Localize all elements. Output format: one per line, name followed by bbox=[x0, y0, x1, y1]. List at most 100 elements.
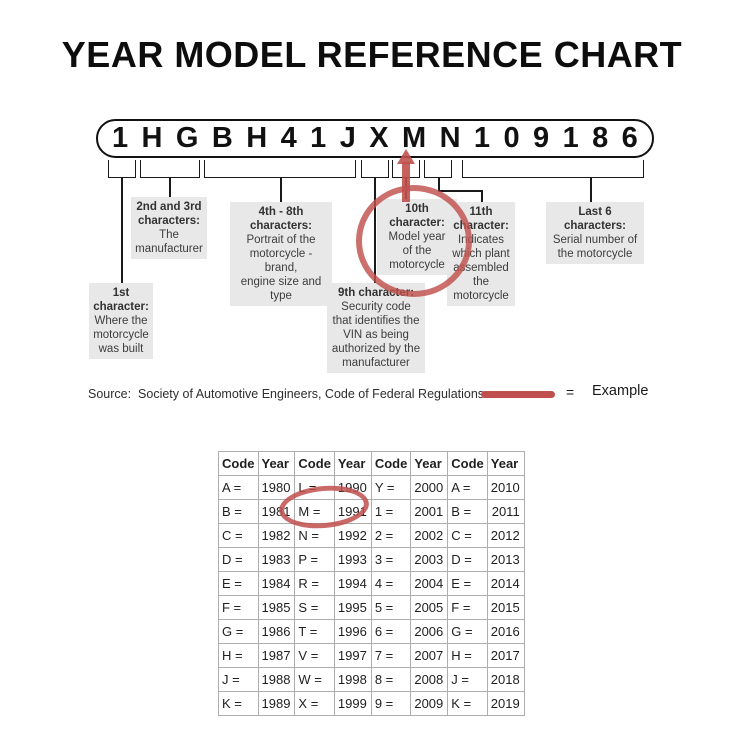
year-cell: 2018 bbox=[486, 667, 525, 692]
year-cell: 1980 bbox=[257, 475, 296, 500]
callout-body: Portrait of the motorcycle - brand, engi… bbox=[240, 234, 322, 302]
code-cell: 3 = bbox=[370, 547, 412, 572]
year-cell: 1981 bbox=[257, 499, 296, 524]
vin-character: 4 bbox=[280, 122, 297, 154]
table-header-cell: Year bbox=[410, 451, 449, 476]
year-cell: 1994 bbox=[333, 571, 372, 596]
year-cell: 1993 bbox=[333, 547, 372, 572]
year-cell: 2005 bbox=[410, 595, 449, 620]
callout-body: The manufacturer bbox=[135, 229, 203, 255]
callout-body: Where the motorcycle was built bbox=[93, 315, 149, 355]
callout-body: Indicates which plant assembled the moto… bbox=[452, 234, 510, 302]
table-row: B = 1981 M = 1991 1 = 2001 B = 2011 bbox=[218, 499, 525, 524]
code-cell: 7 = bbox=[370, 643, 412, 668]
vin-bracket-2nd-3rd bbox=[140, 160, 200, 178]
connector-4th-8th bbox=[280, 177, 282, 202]
code-cell: F = bbox=[447, 595, 488, 620]
vin-bracket-last-6 bbox=[462, 160, 644, 178]
code-cell: R = bbox=[294, 571, 335, 596]
code-cell: 2 = bbox=[370, 523, 412, 548]
table-header-cell: Code bbox=[294, 451, 335, 476]
vin-character: J bbox=[339, 122, 356, 154]
callout-4th-8th-characters: 4th - 8th characters: Portrait of the mo… bbox=[230, 202, 332, 306]
code-cell: E = bbox=[218, 571, 259, 596]
code-cell: D = bbox=[218, 547, 259, 572]
vin-character: 1 bbox=[112, 122, 129, 154]
year-cell: 1992 bbox=[333, 523, 372, 548]
code-cell: B = bbox=[218, 499, 259, 524]
code-cell: L = bbox=[294, 475, 335, 500]
year-cell: 1984 bbox=[257, 571, 296, 596]
code-cell: 1 = bbox=[370, 499, 412, 524]
legend-example-line-icon bbox=[481, 391, 555, 398]
vin-bracket-4th-8th bbox=[204, 160, 356, 178]
vin-bracket-1st bbox=[108, 160, 136, 178]
year-code-table-body: A = 1980 L = 1990 Y = 2000 A = 2010 B = 1981 M = 19… bbox=[218, 475, 525, 716]
year-code-table: Code Year Code Year Code Year Code Year A = 1980… bbox=[218, 451, 525, 716]
vin-bracket-11th bbox=[424, 160, 452, 178]
table-header-cell: Code bbox=[218, 451, 259, 476]
callout-heading: 1st character: bbox=[93, 287, 149, 313]
code-cell: 5 = bbox=[370, 595, 412, 620]
year-cell: 2010 bbox=[486, 475, 525, 500]
table-row: E = 1984 R = 1994 4 = 2004 E = 2014 bbox=[218, 571, 525, 596]
year-cell: 2019 bbox=[486, 691, 525, 716]
vin-character: 1 bbox=[473, 122, 491, 154]
vin-character: N bbox=[439, 122, 461, 154]
year-cell: 1988 bbox=[257, 667, 296, 692]
year-cell: 2011 bbox=[486, 499, 525, 524]
vin-character: H bbox=[141, 122, 163, 154]
year-cell: 2008 bbox=[410, 667, 449, 692]
code-cell: C = bbox=[218, 523, 259, 548]
year-cell: 1996 bbox=[333, 619, 372, 644]
year-cell: 2017 bbox=[486, 643, 525, 668]
year-cell: 1982 bbox=[257, 523, 296, 548]
connector-last-6 bbox=[590, 177, 592, 202]
code-cell: P = bbox=[294, 547, 335, 572]
callout-2nd-3rd-characters: 2nd and 3rd characters: The manufacturer bbox=[131, 197, 207, 259]
table-row: D = 1983 P = 1993 3 = 2003 D = 2013 bbox=[218, 547, 525, 572]
vin-character: 6 bbox=[621, 122, 638, 154]
example-arrow-icon bbox=[397, 149, 415, 164]
year-cell: 1986 bbox=[257, 619, 296, 644]
table-row: C = 1982 N = 1992 2 = 2002 C = 2012 bbox=[218, 523, 525, 548]
callout-body: Security code that identifies the VIN as… bbox=[331, 301, 421, 369]
code-cell: V = bbox=[294, 643, 335, 668]
callout-heading: 4th - 8th characters: bbox=[249, 206, 312, 232]
callout-body: Serial number of the motorcycle bbox=[552, 234, 638, 260]
year-cell: 2004 bbox=[410, 571, 449, 596]
vin-character: 1 bbox=[310, 122, 327, 154]
table-row: H = 1987 V = 1997 7 = 2007 H = 2017 bbox=[218, 643, 525, 668]
year-cell: 2012 bbox=[486, 523, 525, 548]
code-cell: S = bbox=[294, 595, 335, 620]
year-cell: 1995 bbox=[333, 595, 372, 620]
legend-example-label: Example bbox=[592, 383, 649, 399]
year-cell: 2002 bbox=[410, 523, 449, 548]
table-header-cell: Code bbox=[370, 451, 412, 476]
connector-11th-step bbox=[438, 190, 482, 192]
vin-character: G bbox=[175, 122, 199, 154]
vin-character: M bbox=[401, 122, 427, 154]
vin-character: 0 bbox=[503, 122, 520, 154]
code-cell: J = bbox=[218, 667, 259, 692]
code-cell: H = bbox=[218, 643, 259, 668]
year-cell: 1987 bbox=[257, 643, 296, 668]
connector-1st bbox=[121, 177, 123, 283]
code-cell: A = bbox=[447, 475, 488, 500]
code-cell: 8 = bbox=[370, 667, 412, 692]
callout-heading: 2nd and 3rd characters: bbox=[136, 201, 202, 227]
year-cell: 2013 bbox=[486, 547, 525, 572]
table-row: A = 1980 L = 1990 Y = 2000 A = 2010 bbox=[218, 475, 525, 500]
code-cell: G = bbox=[447, 619, 488, 644]
code-cell: H = bbox=[447, 643, 488, 668]
legend-equals-sign: = bbox=[566, 384, 575, 400]
code-cell: D = bbox=[447, 547, 488, 572]
code-cell: M = bbox=[294, 499, 335, 524]
year-cell: 2014 bbox=[486, 571, 525, 596]
page-title: YEAR MODEL REFERENCE CHART bbox=[61, 34, 683, 75]
year-cell: 1983 bbox=[257, 547, 296, 572]
vin-character: 9 bbox=[533, 122, 550, 154]
vin-character: H bbox=[246, 122, 268, 154]
